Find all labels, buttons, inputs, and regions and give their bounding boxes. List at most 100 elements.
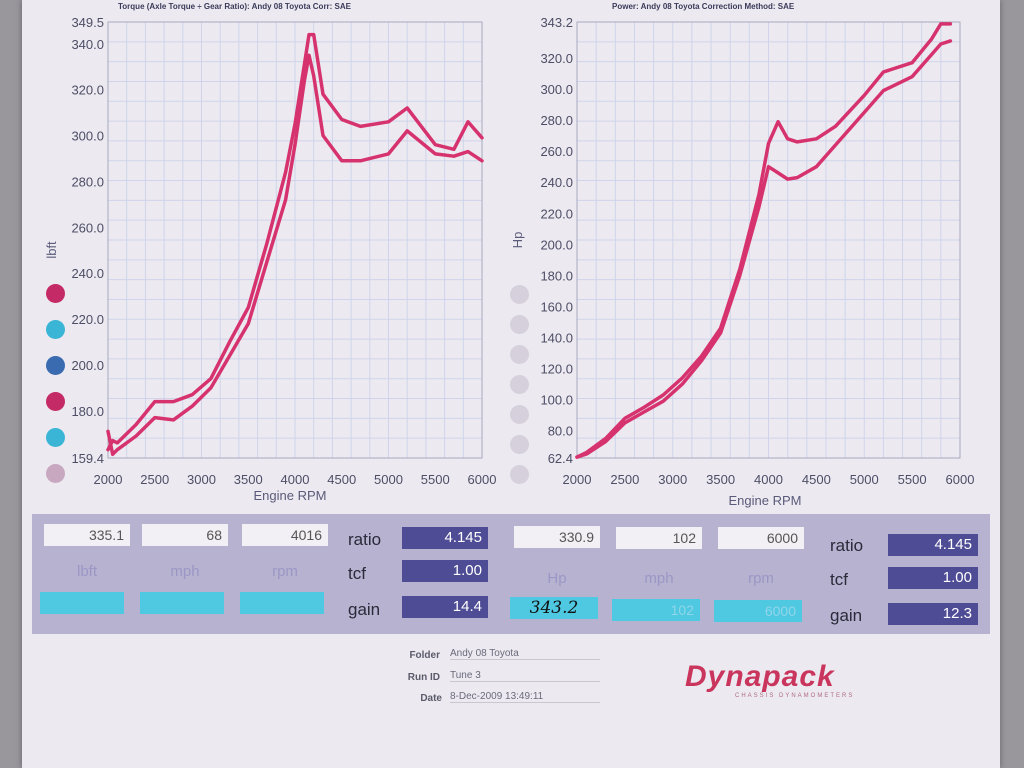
- left-gain-label: gain: [348, 600, 381, 619]
- x-tick-label: 4500: [802, 472, 831, 487]
- y-tick-label: 280.0: [540, 113, 573, 128]
- y-tick-label: 220.0: [540, 206, 573, 221]
- x-tick-label: 5000: [374, 472, 403, 487]
- right-unit-3: rpm: [748, 570, 774, 587]
- x-tick-label: 5000: [850, 472, 879, 487]
- y-tick-label: 160.0: [540, 299, 573, 314]
- x-tick-label: 2500: [610, 472, 639, 487]
- y-tick-label: 200.0: [540, 237, 573, 252]
- left-cyan-2: [140, 592, 224, 614]
- legend-dot: [46, 356, 65, 375]
- left-unit-2: mph: [170, 563, 200, 580]
- right-value-2: 102: [616, 527, 702, 549]
- legend-dot: [46, 320, 65, 339]
- y-tick-label: 320.0: [71, 83, 104, 98]
- left-unit-1: lbft: [76, 563, 97, 580]
- y-tick-label: 120.0: [540, 362, 573, 377]
- right-value-1: 330.9: [514, 526, 600, 548]
- legend-dot: [510, 315, 529, 334]
- legend-dot: [46, 392, 65, 411]
- left-tcf-label: tcf: [348, 564, 366, 583]
- series-line-2: [106, 53, 484, 457]
- x-tick-label: 2000: [563, 472, 592, 487]
- x-tick-label: 4000: [281, 472, 310, 487]
- right-value-3: 6000: [718, 527, 804, 549]
- left-cyan-3: [240, 592, 324, 614]
- y-tick-label: 260.0: [540, 144, 573, 159]
- right-cyan-3: 6000: [714, 600, 802, 622]
- right-unit-1: Hp: [547, 570, 567, 587]
- y-tick-label: 180.0: [71, 404, 104, 419]
- left-gain-value: 14.4: [402, 596, 488, 618]
- right-ratio-label: ratio: [830, 536, 864, 555]
- right-tcf-value: 1.00: [888, 567, 978, 589]
- y-tick-label: 300.0: [71, 129, 104, 144]
- torque-chart: 2000 2500 3000 3500 4000 4500 5000 5500 6000 349.…: [44, 15, 496, 503]
- legend-dot: [510, 285, 529, 304]
- left-ratio-value: 4.145: [402, 527, 488, 549]
- folder-value: Andy 08 Toyota: [450, 648, 600, 660]
- y-tick-label: 159.4: [71, 451, 104, 466]
- legend-dot: [510, 405, 529, 424]
- x-tick-label: 6000: [468, 472, 497, 487]
- y-tick-label: 343.2: [540, 15, 573, 30]
- y-tick-label: 140.0: [540, 331, 573, 346]
- y-tick-label: 80.0: [548, 424, 573, 439]
- y-tick-label: 62.4: [548, 451, 573, 466]
- series-line-1: [575, 22, 953, 459]
- x-tick-label: 3000: [658, 472, 687, 487]
- y-tick-label: 100.0: [540, 393, 573, 408]
- right-unit-2: mph: [644, 570, 674, 587]
- x-tick-label: 4500: [327, 472, 356, 487]
- date-label: Date: [420, 693, 442, 704]
- x-tick-label: 3500: [234, 472, 263, 487]
- power-chart: 2000 2500 3000 3500 4000 4500 5000 5500 6000 343.…: [510, 15, 974, 508]
- folder-label: Folder: [409, 650, 440, 661]
- y-axis-label: lbft: [44, 241, 59, 259]
- x-tick-label: 3000: [187, 472, 216, 487]
- legend-dot: [46, 428, 65, 447]
- y-tick-label: 200.0: [71, 358, 104, 373]
- runid-value: Tune 3: [450, 670, 600, 682]
- x-axis-label: Engine RPM: [729, 493, 802, 508]
- right-cyan-1-handwritten: 343.2: [510, 597, 598, 619]
- right-ratio-value: 4.145: [888, 534, 978, 556]
- left-value-1: 335.1: [44, 524, 130, 546]
- x-tick-label: 5500: [421, 472, 450, 487]
- x-axis-label: Engine RPM: [254, 488, 327, 503]
- left-value-2: 68: [142, 524, 228, 546]
- y-tick-label: 300.0: [540, 82, 573, 97]
- legend-dot: [510, 345, 529, 364]
- y-tick-label: 220.0: [71, 312, 104, 327]
- left-ratio-label: ratio: [348, 530, 382, 549]
- torque-chart-header: Torque (Axle Torque ÷ Gear Ratio): Andy …: [118, 2, 352, 11]
- y-tick-label: 260.0: [71, 220, 104, 235]
- right-gain-label: gain: [830, 606, 863, 625]
- left-tcf-value: 1.00: [402, 560, 488, 582]
- right-cyan-2: 102: [612, 599, 700, 621]
- y-axis-label: Hp: [510, 232, 525, 249]
- legend-dot: [46, 284, 65, 303]
- series-line-2: [575, 39, 953, 459]
- readout-panel: 335.1 68 4016 lbft mph rpm ratio tcf gai…: [32, 514, 990, 634]
- left-value-3: 4016: [242, 524, 328, 546]
- y-tick-label: 180.0: [540, 268, 573, 283]
- runid-label: Run ID: [407, 672, 440, 683]
- x-tick-label: 5500: [898, 472, 927, 487]
- x-tick-label: 4000: [754, 472, 783, 487]
- right-tcf-label: tcf: [830, 570, 848, 589]
- y-tick-label: 349.5: [71, 15, 104, 30]
- plot-frame: [107, 21, 483, 459]
- legend-dot: [46, 464, 65, 483]
- x-tick-label: 3500: [706, 472, 735, 487]
- left-cyan-1: [40, 592, 124, 614]
- left-unit-3: rpm: [272, 563, 298, 580]
- legend-dot: [510, 465, 529, 484]
- legend-dot: [510, 375, 529, 394]
- x-tick-label: 2000: [94, 472, 123, 487]
- right-gain-value: 12.3: [888, 603, 978, 625]
- date-value: 8-Dec-2009 13:49:11: [450, 691, 600, 703]
- x-tick-label: 6000: [946, 472, 975, 487]
- y-tick-label: 240.0: [540, 175, 573, 190]
